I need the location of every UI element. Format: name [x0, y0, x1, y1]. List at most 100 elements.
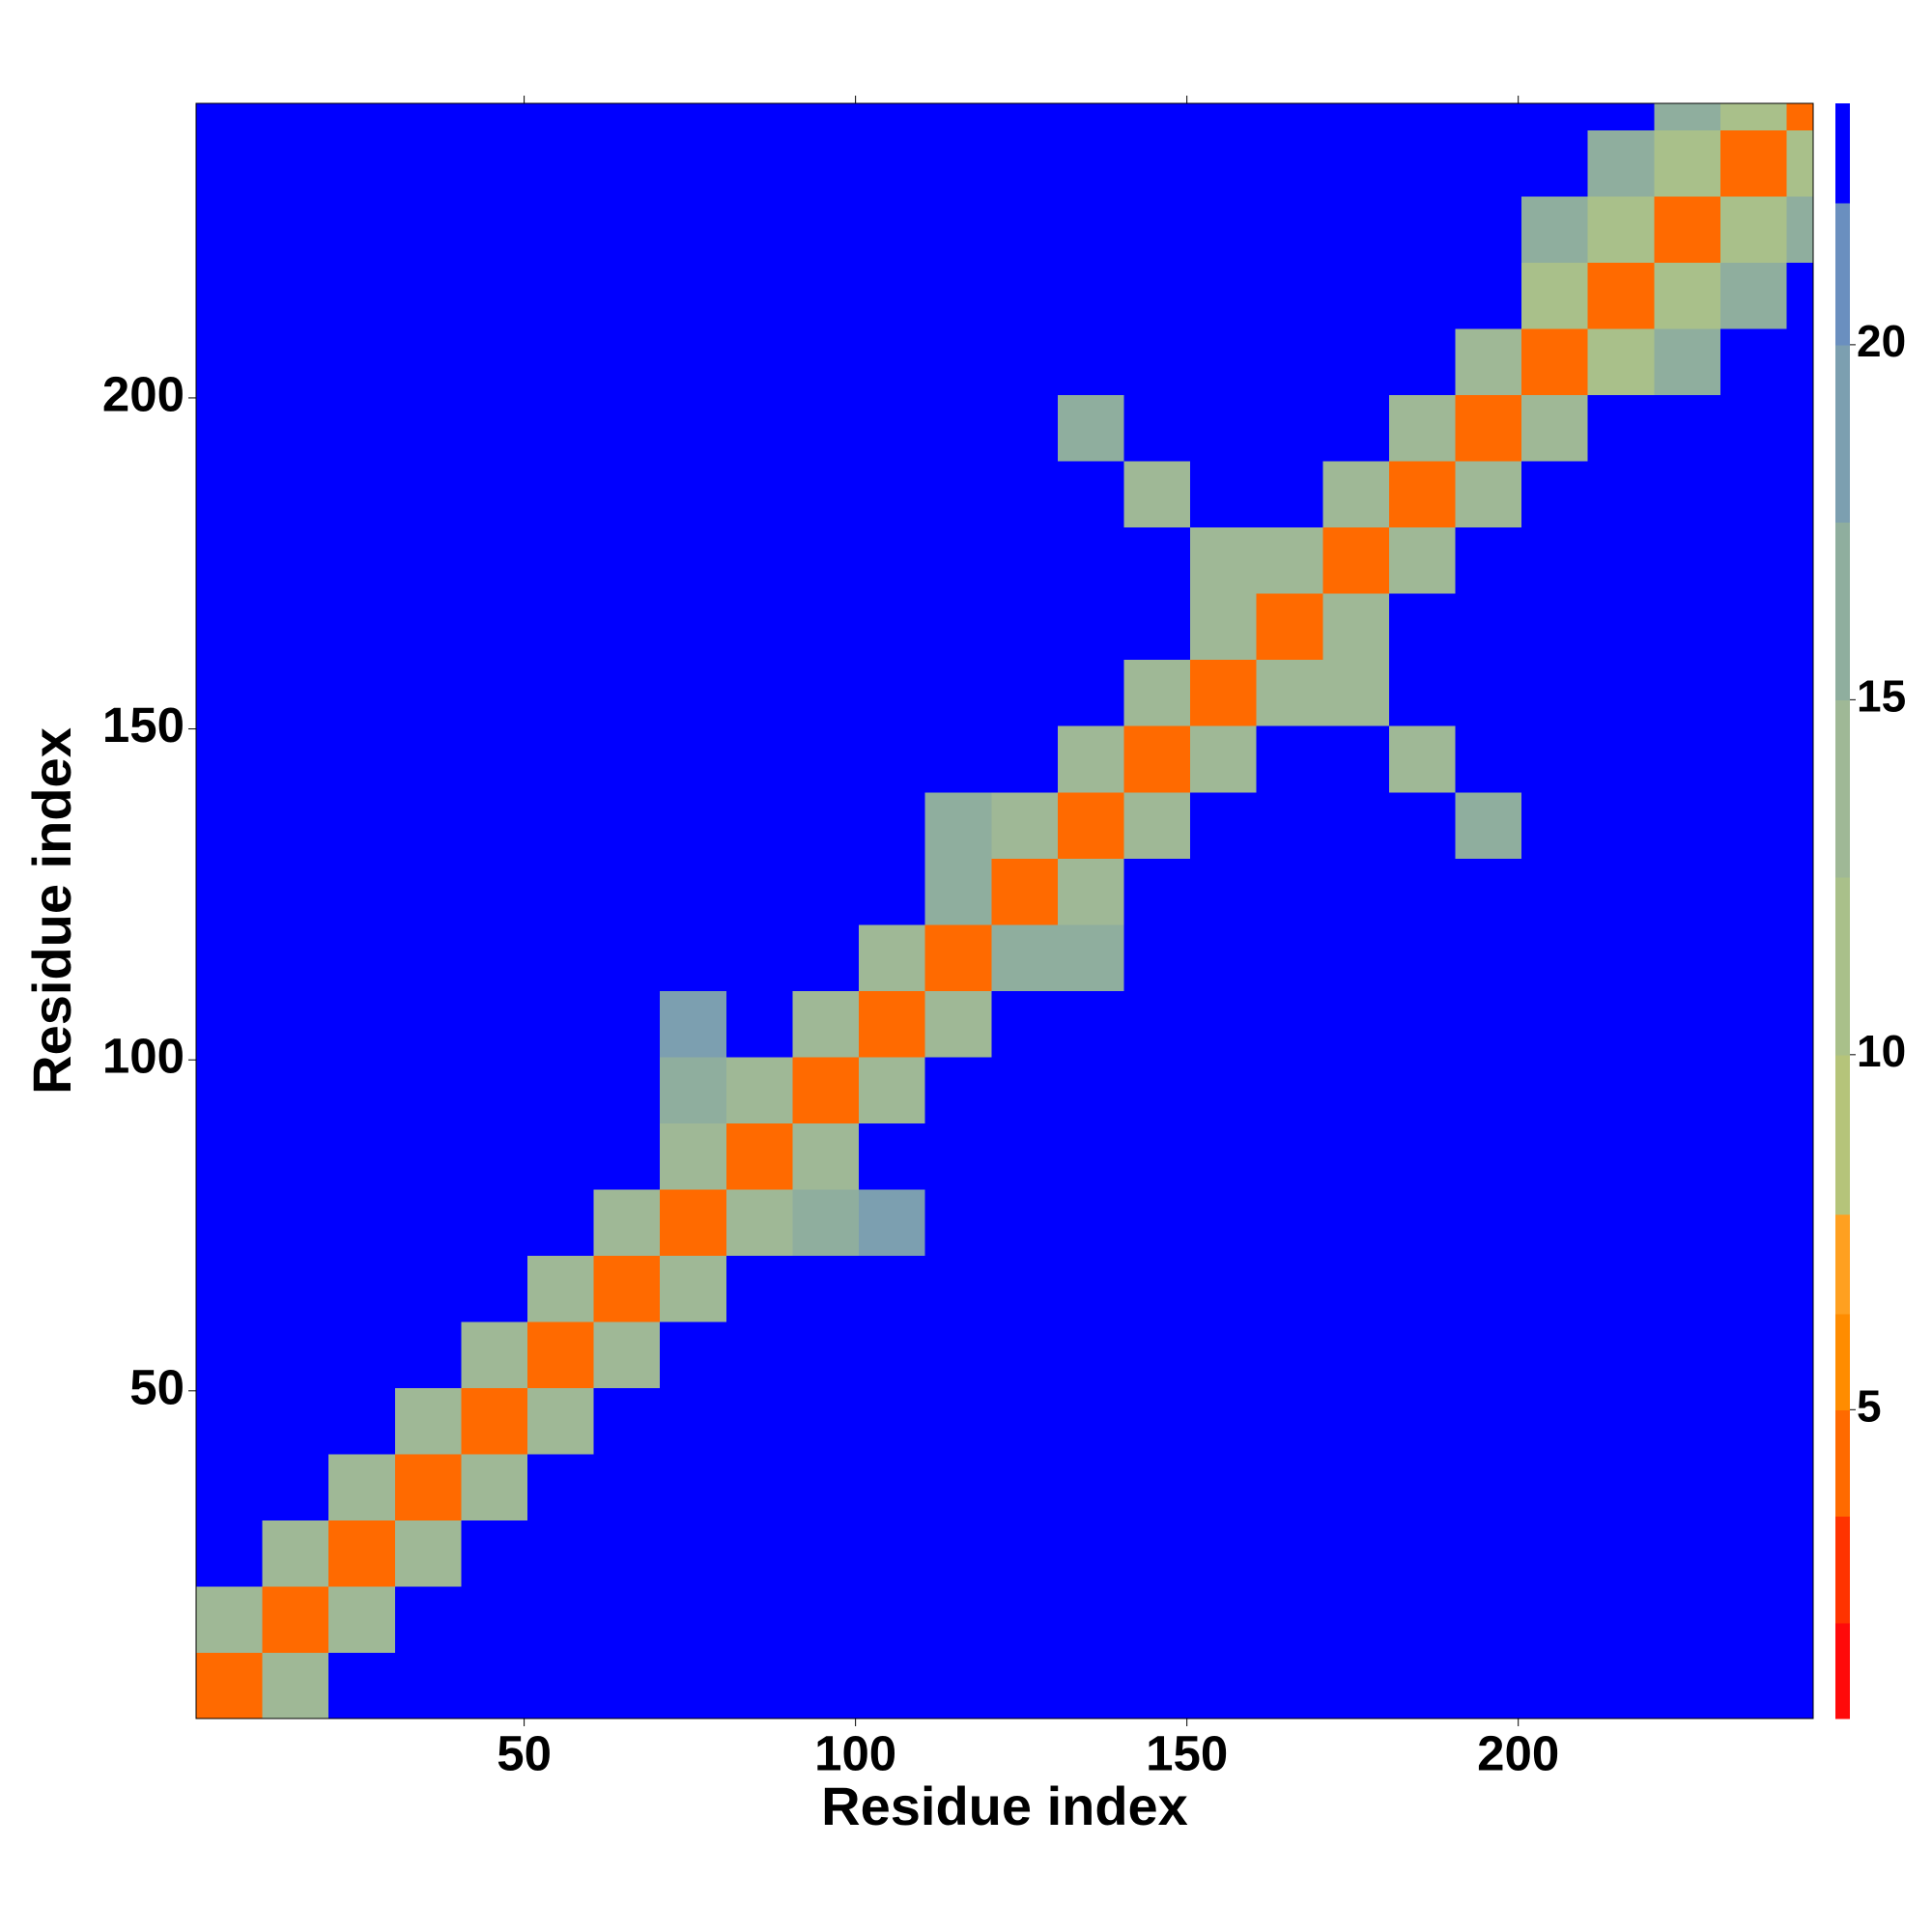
heatmap-cell [1654, 1585, 1721, 1654]
heatmap-cell [328, 327, 396, 396]
heatmap-cell [725, 1520, 794, 1587]
heatmap-cell [1388, 1453, 1457, 1521]
heatmap-cell [859, 923, 926, 991]
heatmap-cell [394, 1122, 463, 1190]
heatmap-cell [1786, 262, 1813, 329]
heatmap-cell [593, 103, 661, 131]
heatmap-cell [1521, 129, 1589, 197]
heatmap-cell [328, 103, 396, 131]
heatmap-cell [593, 725, 661, 793]
heatmap-cell [262, 1188, 329, 1256]
heatmap-cell [1521, 593, 1589, 661]
heatmap-cell [593, 858, 661, 925]
heatmap-cell [660, 791, 727, 859]
heatmap-cell [262, 461, 329, 528]
heatmap-cell [1654, 725, 1721, 793]
heatmap-cell [1057, 1585, 1125, 1654]
heatmap-cell [1190, 659, 1258, 726]
heatmap-cell [1123, 1652, 1191, 1719]
heatmap-cell [725, 103, 794, 131]
heatmap-cell [1322, 262, 1390, 329]
heatmap-cell [1719, 1520, 1788, 1587]
heatmap-cell [924, 593, 992, 661]
heatmap-cell [1654, 858, 1721, 925]
heatmap-cell [196, 1188, 264, 1256]
heatmap-cell [792, 791, 860, 859]
heatmap-cell [196, 923, 264, 991]
heatmap-cell [1123, 923, 1191, 991]
heatmap-cell [792, 1255, 860, 1322]
heatmap-cell [1786, 129, 1813, 197]
heatmap-cell [1786, 103, 1813, 131]
heatmap-cell [1190, 1453, 1258, 1521]
heatmap-cell [1786, 990, 1813, 1058]
heatmap-cell [1388, 103, 1457, 131]
heatmap-cell [660, 725, 727, 793]
heatmap-cell [924, 327, 992, 396]
heatmap-cell [660, 1585, 727, 1654]
heatmap-cell [328, 858, 396, 925]
heatmap-cell [262, 1387, 329, 1455]
heatmap-cell [1057, 725, 1125, 793]
heatmap-cell [1587, 1188, 1655, 1256]
heatmap-cell [461, 858, 528, 925]
heatmap-cell [1521, 195, 1589, 264]
heatmap-cell [196, 858, 264, 925]
x-tick-label: 200 [1477, 1725, 1559, 1780]
heatmap-cell [1322, 129, 1390, 197]
heatmap-cell [792, 1453, 860, 1521]
heatmap-cell [1521, 1122, 1589, 1190]
heatmap-cell [262, 129, 329, 197]
heatmap-cell [593, 791, 661, 859]
heatmap-cell [792, 394, 860, 462]
heatmap-cell [262, 990, 329, 1058]
heatmap-cell [1654, 1255, 1721, 1322]
colorbar-segment [1835, 877, 1850, 1056]
heatmap-cell [1654, 1652, 1721, 1719]
heatmap-cell [924, 1520, 992, 1587]
heatmap-cell [1322, 791, 1390, 859]
heatmap-cell [262, 327, 329, 396]
heatmap-cell [991, 791, 1059, 859]
heatmap-cell [1455, 791, 1522, 859]
heatmap-cell [725, 1122, 794, 1190]
colorbar-segment [1835, 699, 1850, 878]
heatmap-cell [725, 1453, 794, 1521]
heatmap-cell [1388, 990, 1457, 1058]
heatmap-cell [1521, 103, 1589, 131]
heatmap-cell [991, 990, 1059, 1058]
x-tick-label: 150 [1146, 1725, 1228, 1780]
heatmap-cell [394, 262, 463, 329]
heatmap-cell [262, 1122, 329, 1190]
heatmap-cell [394, 1056, 463, 1123]
heatmap-cell [1256, 195, 1323, 264]
heatmap-cell [461, 1122, 528, 1190]
heatmap-cells [196, 103, 1813, 1719]
heatmap-cell [593, 1387, 661, 1455]
heatmap-cell [527, 593, 595, 661]
heatmap-cell [328, 990, 396, 1058]
heatmap-cell [1123, 461, 1191, 528]
heatmap-cell [1786, 725, 1813, 793]
heatmap-cell [1322, 1122, 1390, 1190]
heatmap-cell [1388, 1321, 1457, 1388]
heatmap-cell [859, 195, 926, 264]
heatmap-cell [859, 1652, 926, 1719]
heatmap-cell [1719, 990, 1788, 1058]
heatmap-cell [262, 858, 329, 925]
heatmap-cell [196, 394, 264, 462]
heatmap-cell [1786, 327, 1813, 396]
heatmap-cell [527, 791, 595, 859]
heatmap-cell [1322, 1321, 1390, 1388]
heatmap-cell [1388, 327, 1457, 396]
heatmap-cell [1719, 461, 1788, 528]
heatmap-cell [859, 103, 926, 131]
heatmap-cell [262, 1652, 329, 1719]
heatmap-cell [1388, 593, 1457, 661]
heatmap-cell [394, 923, 463, 991]
heatmap-cell [1123, 394, 1191, 462]
heatmap-cell [1256, 1321, 1323, 1388]
heatmap-cell [1587, 1585, 1655, 1654]
heatmap-cell [461, 791, 528, 859]
